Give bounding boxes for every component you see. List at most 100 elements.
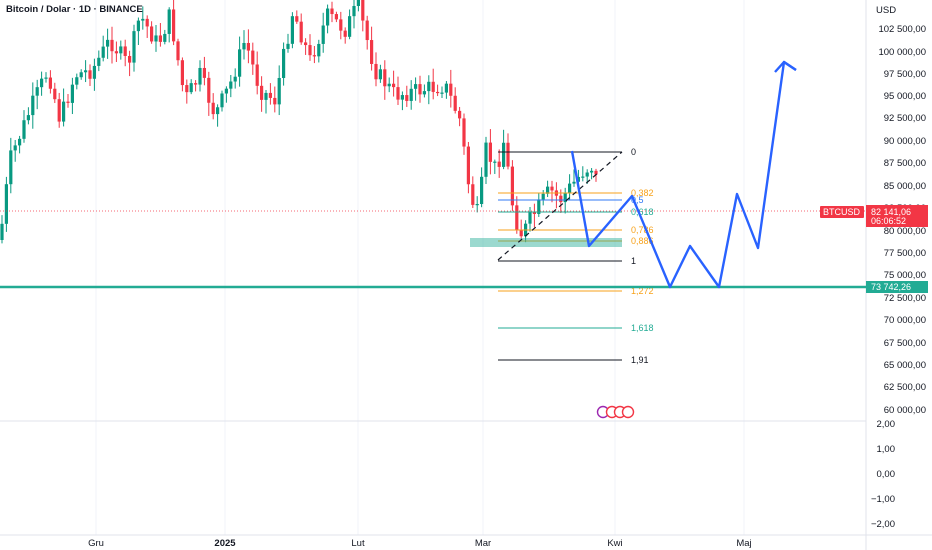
candle-body bbox=[128, 55, 132, 63]
candle-body bbox=[44, 77, 48, 79]
candle-body bbox=[453, 95, 457, 111]
candle-body bbox=[532, 212, 536, 214]
trend-line[interactable] bbox=[497, 151, 623, 261]
candle-body bbox=[409, 88, 413, 101]
candle-body bbox=[251, 50, 255, 65]
candle-body bbox=[594, 170, 598, 175]
candle-body bbox=[488, 142, 492, 162]
candle-body bbox=[194, 83, 198, 85]
countdown-text: 06:06:52 bbox=[871, 216, 906, 226]
candle-body bbox=[154, 35, 158, 42]
candle-body bbox=[356, 0, 360, 6]
fib-level-label: 1,618 bbox=[631, 323, 654, 333]
current-price-tag: BTCUSD 82 141,06 06:06:52 bbox=[820, 205, 928, 227]
projection-arrow-head bbox=[774, 60, 797, 73]
fib-level-label: 0,786 bbox=[631, 225, 654, 235]
candle-body bbox=[123, 46, 127, 56]
chart-title: Bitcoin / Dolar · 1D · BINANCE bbox=[6, 4, 143, 15]
candle-body bbox=[480, 176, 484, 205]
candle-body bbox=[541, 193, 545, 200]
candle-body bbox=[502, 142, 506, 167]
candle-body bbox=[436, 91, 440, 94]
candle-body bbox=[581, 176, 585, 178]
fib-level-label: 0,382 bbox=[631, 188, 654, 198]
candle-body bbox=[114, 51, 118, 54]
candle-body bbox=[304, 42, 308, 46]
candle-body bbox=[119, 46, 123, 54]
candle-body bbox=[414, 84, 418, 89]
time-tick-label: Kwi bbox=[607, 538, 622, 549]
candle-body bbox=[418, 84, 422, 95]
candle-body bbox=[449, 83, 453, 96]
flag-event-icon[interactable] bbox=[621, 405, 635, 419]
candle-body bbox=[585, 172, 589, 177]
candle-body bbox=[321, 25, 325, 44]
candle-body bbox=[92, 65, 96, 79]
candle-body bbox=[308, 45, 312, 56]
candle-body bbox=[0, 223, 4, 240]
candle-body bbox=[97, 57, 101, 66]
support-price-tag: 73 742,26 bbox=[866, 281, 928, 293]
candle-body bbox=[282, 48, 286, 78]
demand-zone[interactable] bbox=[470, 238, 622, 247]
time-axis[interactable]: Gru 2025 Lut Mar Kwi Maj bbox=[88, 538, 752, 549]
candle-body bbox=[53, 88, 57, 100]
candle-body bbox=[546, 186, 550, 194]
candle-body bbox=[22, 120, 26, 139]
candle-body bbox=[405, 95, 409, 101]
candle-body bbox=[466, 146, 470, 185]
price-tick-label: 67 500,00 bbox=[884, 338, 926, 349]
projection-path[interactable] bbox=[570, 60, 797, 289]
candle-body bbox=[339, 19, 343, 31]
candle-body bbox=[290, 16, 294, 44]
fib-level-label: 1 bbox=[631, 256, 636, 266]
indicator-tick-label: 0,00 bbox=[877, 469, 896, 480]
price-tick-label: 70 000,00 bbox=[884, 315, 926, 326]
candle-body bbox=[40, 78, 44, 88]
candle-body bbox=[13, 145, 17, 151]
candle-body bbox=[493, 161, 497, 163]
candle-body bbox=[150, 26, 154, 42]
price-tick-label: 95 000,00 bbox=[884, 91, 926, 102]
candle-body bbox=[312, 55, 316, 57]
candle-body bbox=[510, 166, 514, 206]
indicator-tick-label: −1,00 bbox=[871, 494, 895, 505]
candle-body bbox=[378, 69, 382, 80]
price-tick-label: 92 500,00 bbox=[884, 113, 926, 124]
candle-body bbox=[207, 77, 211, 103]
price-tick-label: 77 500,00 bbox=[884, 248, 926, 259]
candle-body bbox=[348, 16, 352, 37]
candle-body bbox=[537, 199, 541, 214]
candle-body bbox=[141, 18, 145, 21]
price-tick-label: 75 000,00 bbox=[884, 270, 926, 281]
candle-body bbox=[246, 42, 250, 51]
candle-body bbox=[229, 81, 233, 89]
price-tick-label: 65 000,00 bbox=[884, 360, 926, 371]
candle-body bbox=[189, 83, 193, 93]
candle-body bbox=[475, 204, 479, 206]
candle-body bbox=[101, 46, 105, 58]
price-tick-label: 80 000,00 bbox=[884, 226, 926, 237]
candle-body bbox=[57, 99, 61, 122]
time-tick-label: 2025 bbox=[214, 538, 236, 549]
candle-body bbox=[572, 181, 576, 184]
candle-body bbox=[299, 21, 303, 43]
candle-body bbox=[497, 161, 501, 167]
candle-body bbox=[576, 176, 580, 182]
candle-body bbox=[31, 95, 35, 116]
candle-body bbox=[396, 87, 400, 100]
candle-body bbox=[471, 184, 475, 205]
economic-events-icons[interactable] bbox=[596, 405, 635, 419]
candle-body bbox=[462, 118, 466, 147]
candle-body bbox=[286, 43, 290, 49]
price-tick-label: 72 500,00 bbox=[884, 293, 926, 304]
candle-body bbox=[550, 186, 554, 191]
candle-body bbox=[295, 16, 299, 22]
candle-body bbox=[568, 183, 572, 193]
fib-level-label: 0,5 bbox=[631, 195, 644, 205]
candle-body bbox=[163, 33, 167, 42]
indicator-tick-label: 2,00 bbox=[877, 419, 896, 430]
price-axis[interactable]: USD 102 500,00 100 000,00 97 500,00 95 000,0… bbox=[871, 5, 926, 530]
